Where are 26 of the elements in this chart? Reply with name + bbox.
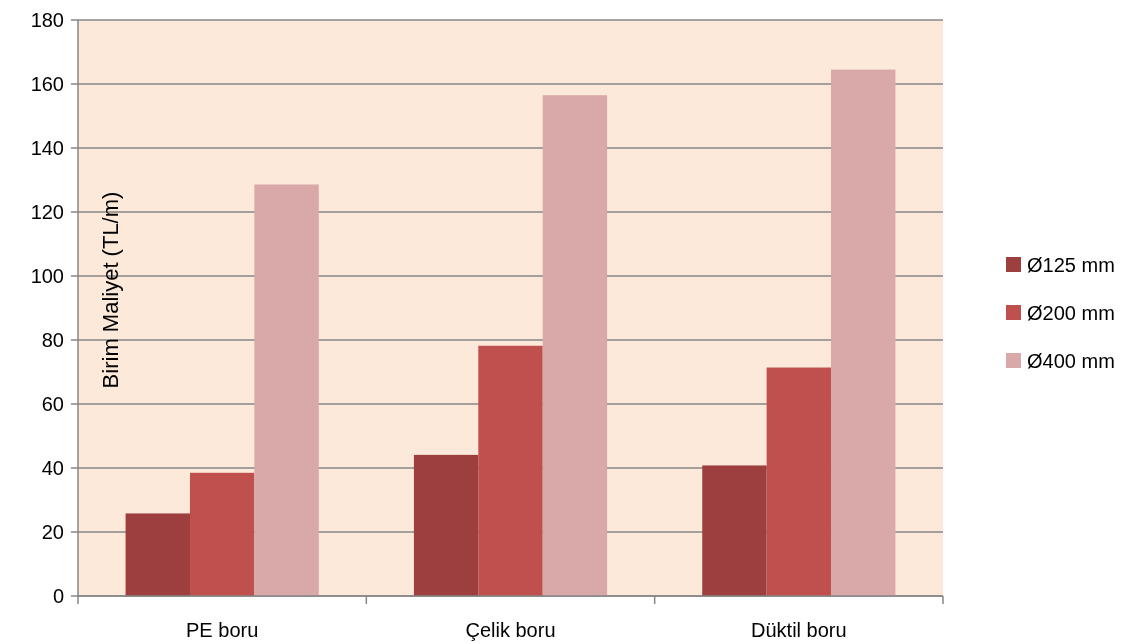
y-tick-label: 0: [52, 585, 64, 607]
bar: [413, 454, 479, 596]
bar: [542, 95, 608, 596]
y-tick-label: 120: [30, 201, 64, 223]
bar: [478, 345, 543, 596]
y-axis-title: Birim Maliyet (TL/m): [97, 191, 123, 389]
bar: [254, 184, 319, 596]
x-tick-label: Çelik boru: [465, 619, 556, 641]
bar: [125, 513, 190, 596]
legend-label: Ø400 mm: [1027, 350, 1115, 372]
bar: [766, 367, 832, 596]
bar: [702, 465, 767, 596]
y-tick-label: 20: [41, 521, 64, 543]
x-tick-label: PE boru: [186, 619, 259, 641]
y-tick-label: 100: [30, 265, 64, 287]
legend-label: Ø200 mm: [1027, 302, 1115, 324]
y-tick-label: 80: [41, 329, 64, 351]
y-tick-label: 140: [30, 137, 64, 159]
y-tick-label: 60: [41, 393, 64, 415]
x-tick-label: Düktil boru: [751, 619, 847, 641]
bar: [831, 69, 896, 596]
y-tick-label: 180: [30, 9, 64, 31]
bar: [189, 472, 255, 596]
y-tick-label: 40: [41, 457, 64, 479]
legend-label: Ø125 mm: [1027, 254, 1115, 276]
y-tick-label: 160: [30, 73, 64, 95]
